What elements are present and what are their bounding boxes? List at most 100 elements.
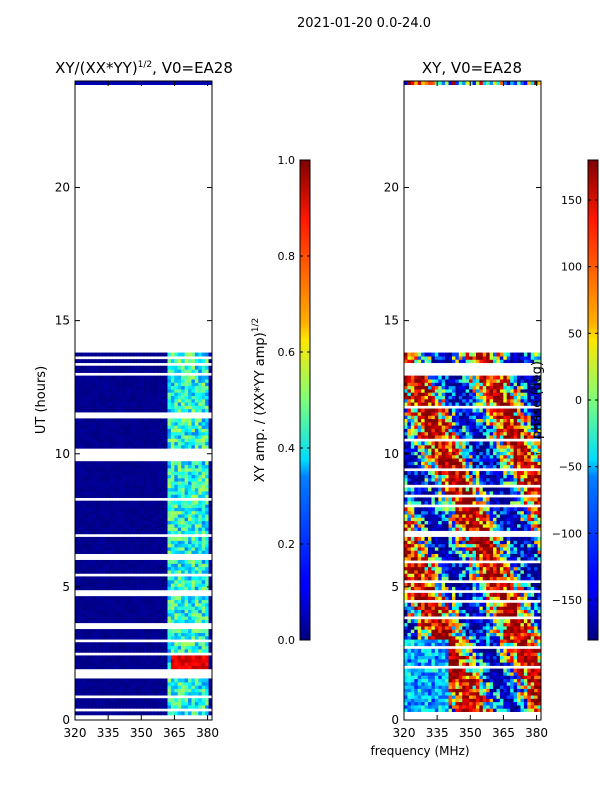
heatmap-cell <box>116 698 121 703</box>
heatmap-cell <box>143 543 148 548</box>
heatmap-cell <box>112 698 117 703</box>
heatmap-cell <box>102 632 107 637</box>
heatmap-cell <box>410 658 415 663</box>
heatmap-cell <box>146 428 151 433</box>
heatmap-cell <box>427 632 432 637</box>
heatmap-cell <box>164 484 169 489</box>
heatmap-cell <box>150 678 155 683</box>
heatmap-cell <box>85 569 90 574</box>
heatmap-cell <box>441 652 446 657</box>
heatmap-cell <box>153 540 158 545</box>
heatmap-cell <box>146 698 151 703</box>
heatmap-cell <box>164 559 169 564</box>
heatmap-cell <box>479 701 484 706</box>
heatmap-cell <box>150 698 155 703</box>
heatmap-cell <box>81 467 86 472</box>
heatmap-cell <box>181 655 186 660</box>
heatmap-cell <box>181 461 186 466</box>
heatmap-cell <box>177 540 182 545</box>
heatmap-cell <box>150 471 155 475</box>
heatmap-cell <box>208 434 212 439</box>
heatmap-cell <box>133 579 138 584</box>
heatmap-cell <box>448 635 453 640</box>
heatmap-cell <box>170 500 175 505</box>
heatmap-cell <box>205 530 210 535</box>
heatmap-cell <box>205 691 210 696</box>
heatmap-cell <box>136 359 141 364</box>
heatmap-cell <box>472 625 477 630</box>
heatmap-cell <box>109 612 114 617</box>
heatmap-cell <box>153 401 158 406</box>
heatmap-cell <box>85 602 90 607</box>
heatmap-cell <box>438 694 443 699</box>
heatmap-cell <box>455 592 460 597</box>
heatmap-cell <box>102 527 107 531</box>
heatmap-cell <box>95 662 100 666</box>
heatmap-cell <box>112 602 117 607</box>
heatmap-cell <box>157 586 162 591</box>
heatmap-cell <box>194 609 199 614</box>
heatmap-cell <box>404 704 409 709</box>
heatmap-cell <box>184 398 189 403</box>
heatmap-cell <box>81 520 86 525</box>
heatmap-top-cell <box>98 81 103 85</box>
heatmap-cell <box>88 648 93 653</box>
heatmap-cell <box>85 507 90 512</box>
heatmap-cell <box>421 652 426 657</box>
heatmap-cell <box>503 602 508 607</box>
heatmap-cell <box>417 704 422 709</box>
heatmap-cell <box>205 586 210 591</box>
heatmap-cell <box>116 635 121 640</box>
heatmap-cell <box>198 365 203 370</box>
heatmap-cell <box>170 503 175 508</box>
heatmap-cell <box>191 559 196 564</box>
heatmap-cell <box>153 428 158 433</box>
heatmap-cell <box>105 444 110 449</box>
heatmap-cell <box>126 392 131 396</box>
heatmap-cell <box>496 694 501 699</box>
heatmap-cell <box>205 517 210 522</box>
heatmap-cell <box>136 434 141 439</box>
heatmap-cell <box>98 658 103 663</box>
heatmap-cell <box>167 487 172 492</box>
heatmap-cell <box>133 691 138 696</box>
heatmap-cell <box>102 665 107 670</box>
heatmap-cell <box>493 698 498 703</box>
heatmap-cell <box>157 494 162 499</box>
heatmap-cell <box>451 698 456 703</box>
heatmap-cell <box>88 513 93 518</box>
heatmap-cell <box>95 632 100 637</box>
heatmap-cell <box>150 658 155 663</box>
y-tick-label: 20 <box>55 181 70 195</box>
heatmap-cell <box>438 698 443 703</box>
heatmap-cell <box>160 629 165 633</box>
heatmap-cell <box>177 615 182 620</box>
heatmap-cell <box>95 543 100 548</box>
heatmap-cell <box>105 503 110 508</box>
heatmap-cell <box>191 401 196 406</box>
heatmap-cell <box>136 540 141 545</box>
heatmap-cell <box>157 701 162 706</box>
heatmap-cell <box>133 365 138 370</box>
heatmap-cell <box>150 480 155 485</box>
heatmap-cell <box>167 408 172 413</box>
heatmap-cell <box>126 517 131 522</box>
heatmap-cell <box>503 658 508 663</box>
heatmap-cell <box>122 490 127 495</box>
heatmap-cell <box>513 685 518 689</box>
heatmap-cell <box>140 563 145 568</box>
heatmap-cell <box>177 704 182 709</box>
heatmap-cell <box>157 606 162 610</box>
heatmap-cell <box>472 602 477 607</box>
heatmap-cell <box>122 583 127 587</box>
heatmap-cell <box>181 424 186 429</box>
heatmap-cell <box>160 507 165 512</box>
heatmap-cell <box>105 385 110 390</box>
heatmap-cell <box>140 378 145 383</box>
heatmap-cell <box>427 701 432 706</box>
heatmap-cell <box>116 382 121 387</box>
heatmap-cell <box>92 711 97 716</box>
heatmap-cell <box>486 586 491 591</box>
heatmap-cell <box>119 642 124 647</box>
heatmap-cell <box>170 642 175 647</box>
